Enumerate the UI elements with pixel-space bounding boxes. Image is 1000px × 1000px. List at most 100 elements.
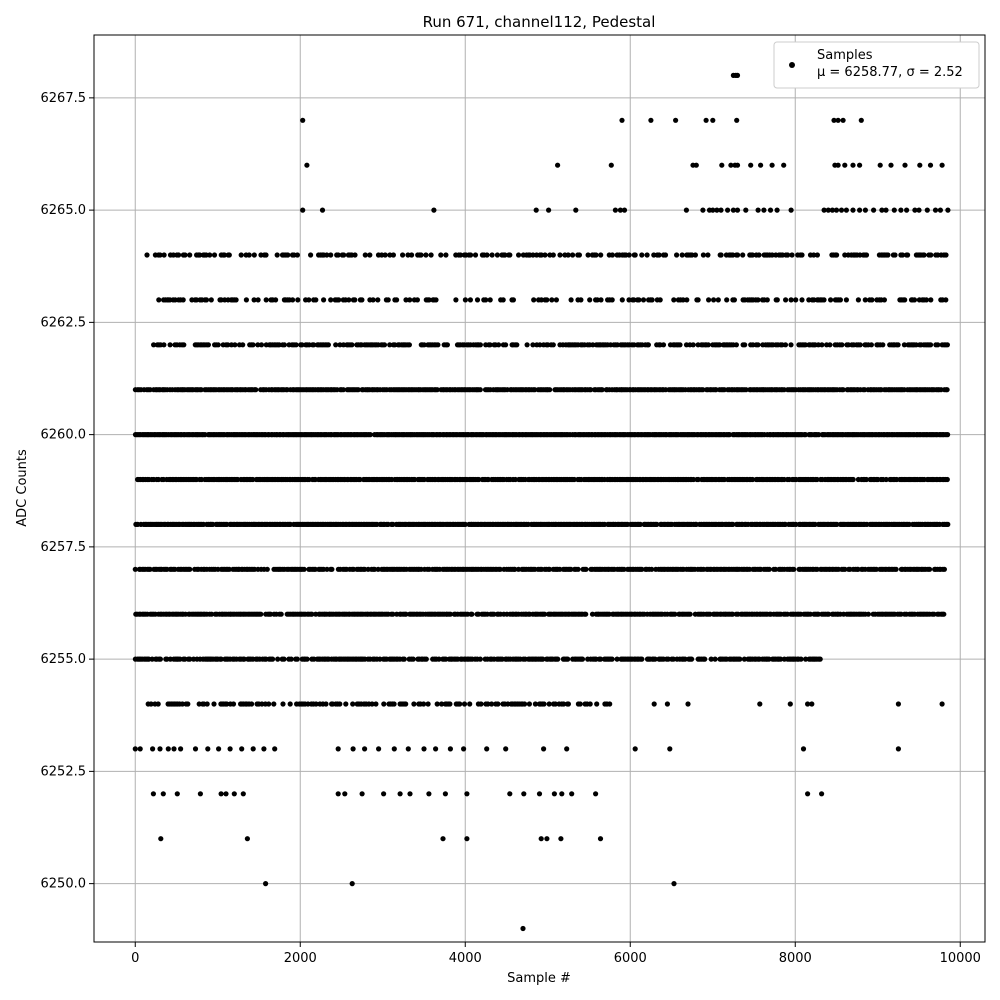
sample-point [187, 656, 193, 662]
sample-point [270, 656, 276, 662]
sample-point [927, 566, 933, 572]
sample-point [197, 252, 203, 258]
sample-point [295, 297, 301, 303]
sample-point [218, 791, 224, 797]
sample-point [649, 566, 655, 572]
sample-point [871, 207, 877, 213]
sample-point [787, 701, 793, 707]
sample-point [474, 297, 481, 303]
sample-point [263, 252, 269, 258]
sample-point [538, 836, 544, 842]
sample-point [639, 566, 645, 572]
sample-point [221, 252, 227, 258]
sample-point [530, 252, 536, 258]
sample-point [425, 701, 431, 707]
sample-point [559, 791, 565, 797]
sample-point [565, 656, 571, 662]
sample-point [507, 252, 513, 258]
sample-point [905, 252, 911, 258]
sample-point [645, 342, 652, 348]
sample-point [271, 701, 277, 707]
sample-point [672, 611, 678, 617]
sample-point [594, 297, 600, 303]
sample-point [737, 656, 743, 662]
sample-point [403, 297, 409, 303]
sample-point [682, 656, 688, 662]
sample-point [700, 207, 706, 213]
sample-point [714, 207, 720, 213]
sample-point [819, 791, 825, 797]
sample-point [546, 207, 552, 213]
sample-point [299, 342, 305, 348]
x-tick-label: 8000 [779, 951, 812, 966]
sample-point [462, 297, 468, 303]
sample-point [484, 746, 490, 752]
sample-point [718, 252, 724, 258]
sample-point [772, 566, 779, 572]
sample-point [421, 746, 427, 752]
sample-point [609, 297, 615, 303]
sample-point [935, 342, 941, 348]
sample-point [707, 611, 713, 617]
sample-point [598, 297, 604, 303]
sample-point [943, 297, 949, 303]
sample-point [185, 701, 191, 707]
sample-point [730, 611, 736, 617]
sample-point [542, 252, 548, 258]
sample-point [741, 656, 748, 662]
sample-point [800, 746, 807, 752]
sample-point [654, 521, 660, 528]
sample-point [157, 252, 163, 258]
sample-point [394, 297, 400, 303]
sample-point [917, 162, 923, 168]
sample-point [557, 566, 563, 572]
sample-point [281, 342, 287, 348]
sample-point [631, 297, 637, 303]
sample-point [632, 252, 638, 258]
sample-point [369, 701, 375, 707]
sample-point [261, 746, 267, 752]
sample-point [614, 656, 620, 662]
sample-point [461, 746, 467, 752]
sample-point [255, 297, 261, 303]
sample-point [423, 656, 429, 662]
sample-point [208, 297, 214, 303]
sample-point [406, 342, 412, 348]
y-axis-ticks: 6250.0 6252.5 6255.0 6257.5 6260.0 6262.5 6265… [41, 91, 94, 892]
sample-point [278, 611, 284, 617]
sample-point [769, 252, 775, 258]
sample-point [793, 297, 799, 303]
sample-point [937, 207, 944, 213]
sample-point [835, 162, 841, 168]
sample-point [526, 701, 533, 707]
sample-point [453, 297, 459, 303]
sample-point [246, 252, 252, 258]
sample-point [685, 701, 691, 707]
sample-point [434, 701, 440, 707]
sample-point [522, 701, 528, 707]
sample-point [462, 521, 468, 528]
sample-point [426, 791, 432, 797]
sample-point [588, 387, 594, 393]
sample-point [156, 297, 162, 303]
sample-point [839, 342, 845, 348]
sample-point [280, 701, 286, 707]
sample-point [814, 476, 820, 483]
sample-point [487, 342, 493, 348]
sample-point [273, 297, 279, 303]
sample-point [137, 746, 143, 752]
sample-point [550, 252, 556, 258]
sample-point [632, 746, 638, 752]
chart-title: Run 671, channel112, Pedestal [423, 13, 656, 31]
sample-point [421, 342, 427, 348]
sample-point [735, 252, 741, 258]
sample-point [343, 701, 349, 707]
sample-point [855, 297, 862, 303]
sample-point [503, 746, 509, 752]
sample-point [253, 387, 259, 393]
sample-point [928, 297, 934, 303]
y-tick-label: 6252.5 [41, 764, 87, 779]
sample-point [546, 701, 552, 707]
sample-point [865, 611, 872, 617]
sample-point [472, 252, 479, 258]
